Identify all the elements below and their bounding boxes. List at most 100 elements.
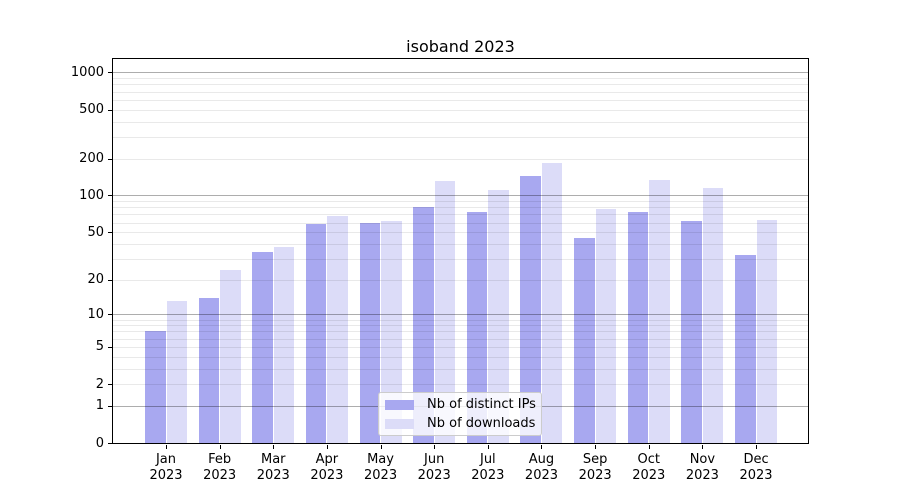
gridline bbox=[113, 331, 808, 333]
y-tick bbox=[108, 109, 112, 111]
y-tick-label: 100 bbox=[79, 187, 104, 203]
bar-nb-of-downloads bbox=[381, 220, 402, 443]
gridline bbox=[113, 232, 808, 234]
legend: Nb of distinct IPs Nb of downloads bbox=[378, 392, 542, 436]
bar-nb-of-downloads bbox=[756, 219, 778, 443]
gridline bbox=[113, 346, 808, 348]
gridline bbox=[113, 325, 808, 327]
y-tick bbox=[108, 384, 112, 386]
x-tick bbox=[380, 445, 382, 449]
gridline bbox=[113, 72, 808, 74]
bar-nb-of-downloads bbox=[595, 208, 617, 443]
x-tick-label: Mar 2023 bbox=[256, 452, 290, 483]
x-tick bbox=[219, 445, 221, 449]
bar-nb-of-distinct-ips bbox=[145, 331, 166, 443]
gridline bbox=[113, 158, 808, 160]
y-tick-label: 200 bbox=[79, 151, 104, 167]
bar-nb-of-distinct-ips bbox=[735, 255, 756, 443]
gridline bbox=[113, 109, 808, 111]
x-tick bbox=[595, 445, 597, 449]
gridline bbox=[113, 136, 808, 138]
x-tick-label: May 2023 bbox=[364, 452, 398, 483]
bar-nb-of-downloads bbox=[273, 246, 295, 443]
legend-label-distinct-ips: Nb of distinct IPs bbox=[427, 397, 536, 412]
x-tick-label: Apr 2023 bbox=[310, 452, 344, 483]
gridline bbox=[113, 99, 808, 101]
bar-nb-of-distinct-ips bbox=[413, 207, 434, 443]
y-tick-label: 1000 bbox=[70, 64, 104, 80]
bar-nb-of-downloads bbox=[327, 215, 348, 443]
legend-entry-distinct-ips: Nb of distinct IPs bbox=[385, 397, 536, 412]
legend-entry-downloads: Nb of downloads bbox=[385, 416, 535, 431]
bar-nb-of-distinct-ips bbox=[681, 220, 702, 443]
x-tick-label: Nov 2023 bbox=[685, 452, 719, 483]
bar-nb-of-distinct-ips bbox=[305, 224, 327, 443]
x-tick bbox=[756, 445, 758, 449]
y-tick bbox=[108, 443, 112, 444]
x-tick-label: Sep 2023 bbox=[578, 452, 612, 483]
gridline bbox=[113, 91, 808, 93]
gridline bbox=[113, 214, 808, 216]
gridline bbox=[113, 279, 808, 281]
gridline bbox=[113, 201, 808, 203]
plot-area bbox=[112, 58, 809, 444]
gridline bbox=[113, 84, 808, 86]
bar-nb-of-downloads bbox=[541, 163, 563, 443]
bar-nb-of-distinct-ips bbox=[574, 237, 595, 443]
x-tick-label: Jun 2023 bbox=[417, 452, 451, 483]
y-tick bbox=[108, 232, 112, 234]
x-tick bbox=[487, 445, 489, 449]
x-tick-label: Jan 2023 bbox=[149, 452, 183, 483]
gridline bbox=[113, 338, 808, 340]
x-tick bbox=[273, 445, 275, 449]
bar-nb-of-distinct-ips bbox=[466, 212, 488, 443]
x-tick-label: Feb 2023 bbox=[203, 452, 237, 483]
x-tick bbox=[541, 445, 543, 449]
gridline bbox=[113, 319, 808, 321]
bar-nb-of-downloads bbox=[166, 301, 187, 443]
y-tick-label: 10 bbox=[87, 306, 104, 322]
legend-swatch-downloads-icon bbox=[385, 418, 414, 429]
bar-nb-of-distinct-ips bbox=[198, 297, 220, 443]
bar-nb-of-distinct-ips bbox=[520, 176, 541, 443]
x-tick-label: Oct 2023 bbox=[632, 452, 666, 483]
gridline bbox=[113, 368, 808, 370]
x-tick bbox=[702, 445, 704, 449]
x-tick-label: Aug 2023 bbox=[524, 452, 559, 483]
gridline bbox=[113, 121, 808, 123]
gridline bbox=[113, 243, 808, 245]
gridline bbox=[113, 195, 808, 197]
x-tick bbox=[326, 445, 328, 449]
y-tick bbox=[108, 314, 112, 316]
legend-swatch-distinct-ips-icon bbox=[385, 399, 414, 410]
y-tick bbox=[108, 158, 112, 160]
y-tick bbox=[108, 279, 112, 281]
x-tick bbox=[648, 445, 650, 449]
gridline bbox=[113, 384, 808, 386]
bar-nb-of-downloads bbox=[220, 270, 241, 443]
bar-nb-of-downloads bbox=[702, 188, 724, 443]
y-tick bbox=[108, 405, 112, 407]
x-tick-label: Jul 2023 bbox=[471, 452, 505, 483]
y-tick-label: 50 bbox=[87, 224, 104, 240]
x-tick-label: Dec 2023 bbox=[739, 452, 773, 483]
y-tick bbox=[108, 72, 112, 74]
x-tick bbox=[434, 445, 436, 449]
bar-nb-of-distinct-ips bbox=[252, 252, 273, 443]
bar-nb-of-distinct-ips bbox=[359, 223, 381, 443]
y-tick-label: 0 bbox=[95, 435, 104, 451]
y-tick-label: 1 bbox=[95, 398, 104, 414]
y-tick-label: 5 bbox=[95, 339, 104, 355]
bar-nb-of-downloads bbox=[649, 179, 670, 443]
bar-nb-of-downloads bbox=[434, 181, 456, 443]
gridline bbox=[113, 258, 808, 260]
y-tick-label: 20 bbox=[87, 272, 104, 288]
gridline bbox=[113, 314, 808, 316]
gridline bbox=[113, 356, 808, 358]
bar-nb-of-distinct-ips bbox=[627, 212, 649, 443]
chart-title: isoband 2023 bbox=[406, 37, 515, 56]
y-tick bbox=[108, 195, 112, 197]
bar-nb-of-downloads bbox=[488, 190, 509, 443]
y-tick-label: 500 bbox=[79, 102, 104, 118]
